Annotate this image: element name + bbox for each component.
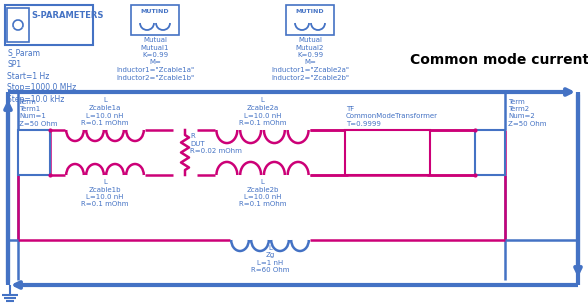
Text: Term
Term1
Num=1
Z=50 Ohm: Term Term1 Num=1 Z=50 Ohm <box>19 98 58 127</box>
Bar <box>7 8 29 42</box>
Text: Term
Term2
Num=2
Z=50 Ohm: Term Term2 Num=2 Z=50 Ohm <box>508 98 546 127</box>
Text: L
Zcable1b
L=10.0 nH
R=0.1 mOhm: L Zcable1b L=10.0 nH R=0.1 mOhm <box>81 179 129 208</box>
Text: R
DUT
R=0.02 mOhm: R DUT R=0.02 mOhm <box>190 133 242 154</box>
Text: S-PARAMETERS: S-PARAMETERS <box>31 11 103 20</box>
Bar <box>131 5 179 35</box>
Bar <box>475 130 505 175</box>
Bar <box>18 130 50 175</box>
Text: MUTIND: MUTIND <box>296 9 325 14</box>
Text: L
Zcable2b
L=10.0 nH
R=0.1 mOhm: L Zcable2b L=10.0 nH R=0.1 mOhm <box>239 179 286 208</box>
Text: S_Param
SP1
Start=1 Hz
Stop=1000.0 MHz
Step=10.0 kHz: S_Param SP1 Start=1 Hz Stop=1000.0 MHz S… <box>7 48 76 104</box>
Text: L
Zcable2a
L=10.0 nH
R=0.1 mOhm: L Zcable2a L=10.0 nH R=0.1 mOhm <box>239 98 286 126</box>
Text: L
Zcable1a
L=10.0 nH
R=0.1 mOhm: L Zcable1a L=10.0 nH R=0.1 mOhm <box>81 98 129 126</box>
Bar <box>286 5 334 35</box>
Text: L
Zg
L=1 nH
R=60 Ohm: L Zg L=1 nH R=60 Ohm <box>250 245 289 274</box>
Text: TF
CommonModeTransformer
T=0.9999: TF CommonModeTransformer T=0.9999 <box>346 106 438 127</box>
Text: Mutual
Mutual1
K=0.99
M=
Inductor1="Zcable1a"
Inductor2="Zcable1b": Mutual Mutual1 K=0.99 M= Inductor1="Zcab… <box>116 37 194 81</box>
Text: MUTIND: MUTIND <box>141 9 169 14</box>
Text: Mutual
Mutual2
K=0.99
M=
Inductor1="Zcable2a"
Inductor2="Zcable2b": Mutual Mutual2 K=0.99 M= Inductor1="Zcab… <box>271 37 349 81</box>
Text: Common mode current: Common mode current <box>410 53 588 67</box>
Bar <box>5 5 93 45</box>
Bar <box>345 130 430 175</box>
